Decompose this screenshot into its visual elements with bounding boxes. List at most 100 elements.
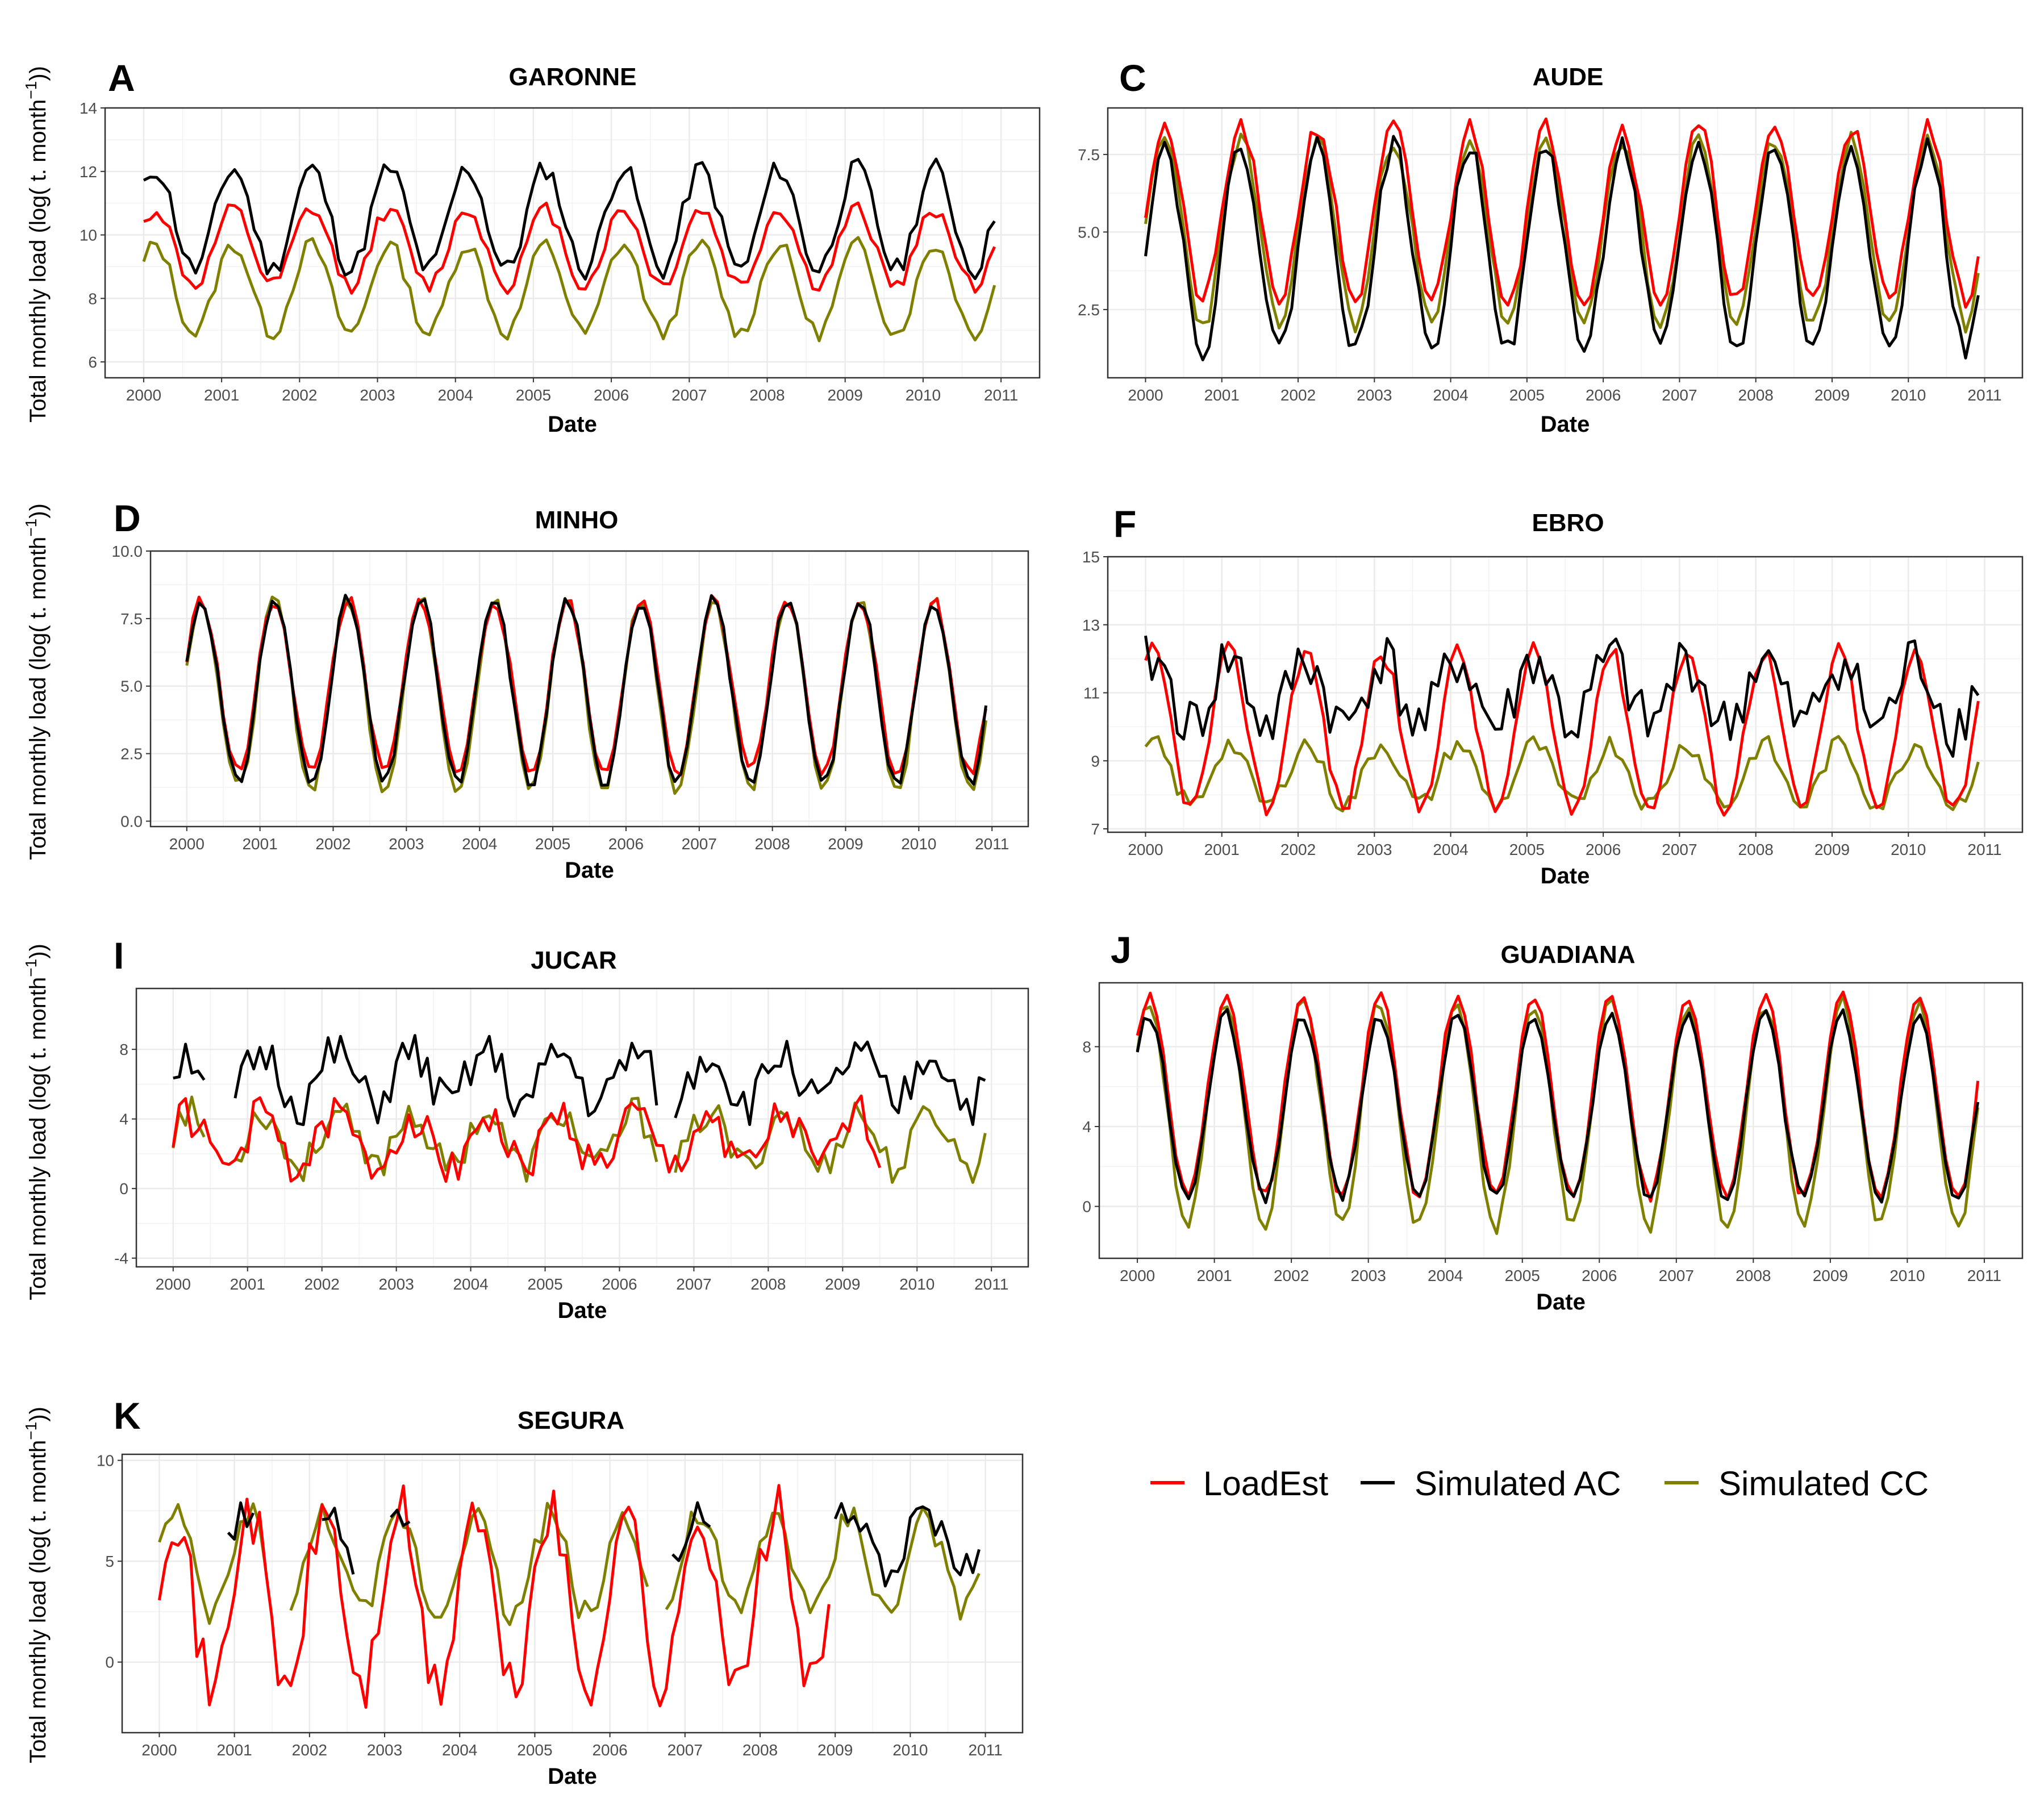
- x-tick-label: 2008: [749, 386, 785, 404]
- x-tick-label: 2007: [1662, 841, 1697, 858]
- x-tick-label: 2001: [1204, 841, 1240, 858]
- series-line-simulated-ac: [1144, 635, 1980, 758]
- x-axis-label: Date: [1536, 1290, 1586, 1315]
- x-tick-label: 2000: [1128, 841, 1163, 858]
- y-tick-label: 0: [105, 1654, 114, 1671]
- x-tick-label: 2010: [899, 1275, 935, 1293]
- x-tick-label: 2000: [1120, 1267, 1155, 1284]
- x-tick-label: 2002: [292, 1741, 327, 1759]
- x-tick-label: 2011: [1967, 1267, 2001, 1284]
- x-tick-label: 2002: [1280, 841, 1316, 858]
- x-tick-label: 2011: [1967, 841, 2001, 858]
- y-axis-label-superscript: −1: [22, 1422, 40, 1440]
- panel-letter: I: [114, 935, 124, 977]
- y-tick-label: 10.0: [112, 543, 143, 560]
- x-tick-label: 2003: [360, 386, 395, 404]
- x-tick-label: 2005: [1505, 1267, 1540, 1284]
- x-tick-label: 2000: [156, 1275, 191, 1293]
- y-tick-label: 10: [97, 1452, 114, 1470]
- x-tick-label: 2003: [1351, 1267, 1386, 1284]
- legend-label-simulated-cc: Simulated CC: [1718, 1465, 1929, 1503]
- plot-border: [135, 987, 1029, 1268]
- x-tick-label: 2006: [608, 835, 644, 853]
- series-line-simulated-cc: [142, 236, 996, 343]
- y-tick-label: 7.5: [1078, 146, 1100, 164]
- y-tick-label: -4: [114, 1250, 128, 1267]
- panel-jucar: 2000 2001 2002 2003 2004 2005 2006 2007 2008 2009…: [22, 935, 1029, 1323]
- y-axis-label-superscript: −1: [22, 959, 40, 977]
- panel-title: GUADIANA: [1500, 941, 1635, 969]
- x-tick-label: 2007: [668, 1741, 703, 1759]
- series-line-loadest: [1144, 117, 1980, 309]
- x-tick-label: 2001: [230, 1275, 265, 1293]
- panel-title: AUDE: [1533, 63, 1604, 91]
- series-line-simulated-ac: [227, 1501, 981, 1588]
- y-axis-label: Total monthly load (log( t. month−1)): [22, 66, 51, 423]
- panel-garonne: 2000 2001 2002 2003 2004 2005 2006 2007 2008 2009…: [22, 57, 1041, 437]
- y-axis-label-superscript: −1: [22, 519, 40, 537]
- y-axis-label-end: )): [26, 503, 51, 519]
- panel-title: GARONNE: [509, 63, 637, 91]
- x-axis-label: Date: [1541, 863, 1590, 888]
- x-axis-label: Date: [565, 858, 614, 883]
- x-tick-label: 2006: [594, 386, 629, 404]
- y-tick-label: 4: [119, 1111, 128, 1128]
- y-axis-label: Total monthly load (log( t. month−1)): [22, 503, 51, 860]
- y-tick-label: 5.0: [120, 678, 143, 695]
- x-tick-label: 2005: [516, 386, 551, 404]
- x-tick-label: 2001: [216, 1741, 252, 1759]
- x-tick-label: 2009: [825, 1275, 860, 1293]
- x-tick-label: 2000: [1128, 386, 1163, 404]
- x-tick-label: 2011: [975, 835, 1009, 853]
- legend: LoadEst Simulated AC Simulated CC: [1150, 1465, 1929, 1503]
- y-tick-label: 5.0: [1078, 223, 1100, 241]
- y-axis-label-main: Total monthly load (log( t. month: [26, 1440, 51, 1763]
- series-line-simulated-ac: [173, 1034, 986, 1127]
- series-line-simulated-cc: [1136, 994, 1980, 1235]
- y-axis-label: Total monthly load (log( t. month−1)): [22, 1407, 51, 1763]
- x-tick-label: 2002: [304, 1275, 340, 1293]
- x-tick-label: 2004: [1433, 386, 1468, 404]
- y-tick-label: 2.5: [120, 745, 143, 763]
- x-tick-label: 2011: [974, 1275, 1008, 1293]
- plot-border: [1107, 556, 2024, 833]
- x-tick-label: 2002: [1280, 386, 1316, 404]
- panel-letter: A: [108, 57, 135, 99]
- series-line-simulated-ac: [185, 594, 987, 787]
- x-tick-label: 2004: [442, 1741, 477, 1759]
- y-axis-label-end: )): [26, 66, 51, 81]
- y-tick-label: 2.5: [1078, 301, 1100, 319]
- panel-aude: 2000 2001 2002 2003 2004 2005 2006 2007 2008 2009…: [1078, 57, 2024, 437]
- plot-border: [149, 550, 1029, 828]
- y-axis-label-main: Total monthly load (log( t. month: [26, 977, 51, 1300]
- x-tick-label: 2005: [535, 835, 570, 853]
- y-axis-label: Total monthly load (log( t. month−1)): [22, 944, 51, 1300]
- x-tick-label: 2009: [1813, 1267, 1848, 1284]
- x-tick-label: 2006: [1586, 841, 1621, 858]
- series-line-simulated-cc: [1144, 131, 1980, 334]
- x-tick-label: 2011: [968, 1741, 1002, 1759]
- x-tick-label: 2007: [682, 835, 717, 853]
- y-tick-label: 13: [1082, 616, 1100, 634]
- plot-border: [1107, 107, 2024, 379]
- x-tick-label: 2008: [754, 835, 790, 853]
- x-tick-label: 2008: [750, 1275, 786, 1293]
- x-tick-label: 2002: [282, 386, 317, 404]
- x-tick-label: 2010: [906, 386, 941, 404]
- x-tick-label: 2010: [1889, 1267, 1925, 1284]
- panel-title: EBRO: [1532, 509, 1604, 537]
- x-tick-label: 2008: [1736, 1267, 1771, 1284]
- x-tick-label: 2000: [169, 835, 205, 853]
- x-tick-label: 2009: [817, 1741, 853, 1759]
- panel-letter: K: [114, 1395, 141, 1437]
- x-tick-label: 2007: [671, 386, 707, 404]
- x-tick-label: 2011: [984, 386, 1018, 404]
- x-tick-label: 2010: [1891, 841, 1926, 858]
- x-tick-label: 2010: [1891, 386, 1926, 404]
- x-tick-label: 2003: [378, 1275, 414, 1293]
- x-tick-label: 2004: [1433, 841, 1468, 858]
- x-axis-label: Date: [1541, 412, 1590, 437]
- panel-guadiana: 2000 2001 2002 2003 2004 2005 2006 2007 2008 2009…: [1082, 929, 2024, 1315]
- series-line-simulated-ac: [143, 157, 996, 281]
